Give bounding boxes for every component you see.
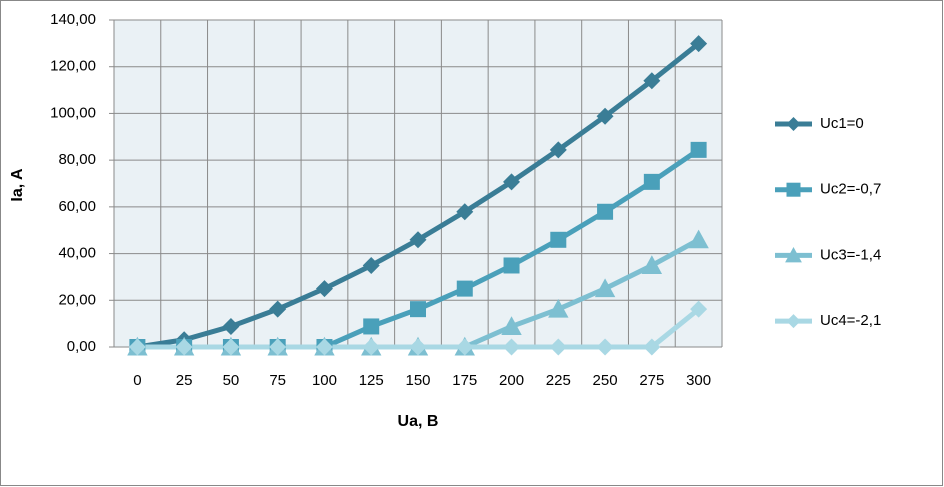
marker [549, 141, 567, 159]
marker [597, 203, 614, 220]
marker [688, 229, 709, 249]
marker [786, 314, 801, 329]
x-tick-label: 175 [452, 372, 477, 389]
marker [269, 300, 287, 318]
x-tick-label: 200 [499, 372, 524, 389]
marker [594, 278, 616, 298]
x-tick-label: 125 [359, 372, 384, 389]
y-tick-label: 60,00 [58, 198, 96, 215]
y-tick-label: 140,00 [50, 11, 96, 28]
marker [501, 316, 522, 335]
legend-label: Uc4=-2,1 [820, 312, 881, 329]
marker [409, 338, 427, 356]
marker [456, 338, 474, 356]
marker [315, 280, 333, 298]
x-tick-label: 275 [639, 372, 664, 389]
marker [363, 318, 380, 335]
marker [550, 231, 567, 248]
marker [269, 338, 287, 356]
marker [410, 301, 426, 318]
legend-label: Uc1=0 [820, 115, 864, 132]
x-tick-label: 225 [546, 372, 571, 389]
legend-label: Uc3=-1,4 [820, 246, 881, 263]
y-axis-title: Ia, A [9, 168, 26, 202]
y-tick-label: 20,00 [58, 291, 96, 308]
marker [596, 338, 614, 356]
x-axis-title: Ua, B [398, 413, 439, 430]
marker [643, 72, 661, 90]
marker [362, 338, 380, 356]
marker [643, 338, 661, 356]
marker [456, 203, 474, 221]
marker [409, 231, 427, 249]
marker [690, 35, 708, 53]
y-tick-label: 40,00 [58, 245, 96, 262]
marker [503, 173, 521, 191]
x-tick-label: 250 [593, 372, 618, 389]
marker [222, 338, 240, 356]
legend-label: Uc2=-0,7 [820, 181, 881, 198]
x-tick-label: 75 [269, 372, 286, 389]
marker [222, 317, 240, 335]
marker [175, 338, 193, 356]
marker [690, 141, 707, 158]
marker [785, 247, 802, 263]
y-tick-label: 100,00 [50, 104, 96, 121]
marker [315, 338, 333, 356]
y-tick-label: 80,00 [58, 151, 96, 168]
marker [786, 182, 801, 197]
marker [503, 338, 521, 356]
y-tick-label: 0,00 [67, 338, 96, 355]
marker [456, 280, 473, 297]
marker [128, 338, 146, 356]
x-tick-label: 150 [405, 372, 430, 389]
x-tick-label: 0 [133, 372, 141, 389]
y-tick-label: 120,00 [50, 58, 96, 75]
marker [596, 107, 614, 125]
x-tick-label: 100 [312, 372, 337, 389]
x-tick-label: 300 [686, 372, 711, 389]
x-tick-label: 50 [223, 372, 240, 389]
marker [786, 117, 801, 131]
marker [549, 338, 567, 356]
marker [503, 257, 520, 274]
marker [548, 298, 569, 318]
marker [690, 300, 708, 318]
marker [362, 256, 380, 274]
marker [641, 255, 663, 274]
x-tick-label: 25 [176, 372, 193, 389]
marker [643, 173, 660, 190]
plot-area [114, 20, 722, 347]
